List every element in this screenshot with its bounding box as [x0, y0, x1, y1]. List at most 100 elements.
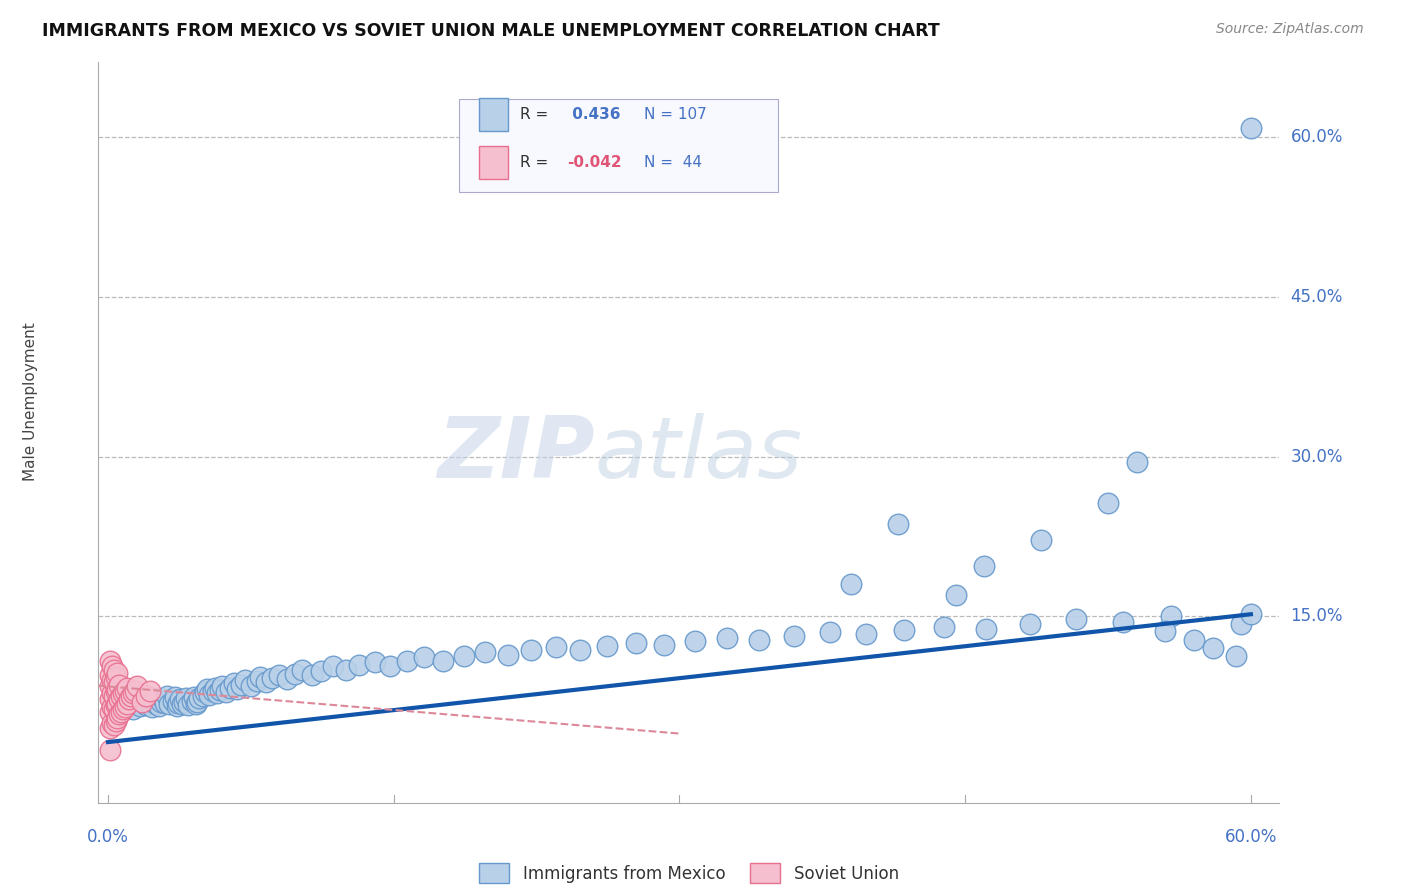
Point: [103, 663, 125, 677]
Point: [474, 644, 496, 658]
Point: [596, 639, 619, 653]
Point: [103, 702, 125, 716]
Point: [194, 685, 217, 699]
Point: [1112, 615, 1135, 629]
Point: [114, 684, 136, 698]
Point: [201, 684, 224, 698]
Point: [135, 690, 157, 704]
Point: [108, 692, 131, 706]
Point: [173, 695, 195, 709]
Text: 60.0%: 60.0%: [1225, 828, 1277, 846]
Text: N = 107: N = 107: [644, 107, 707, 122]
Point: [624, 636, 647, 650]
Text: atlas: atlas: [595, 413, 803, 496]
Point: [183, 690, 205, 705]
Point: [395, 654, 418, 668]
Text: R =: R =: [520, 155, 548, 170]
Point: [652, 638, 675, 652]
Point: [1019, 616, 1042, 631]
Point: [284, 666, 307, 681]
Point: [209, 682, 232, 697]
Point: [103, 718, 125, 732]
Point: [1160, 609, 1182, 624]
Point: [818, 625, 841, 640]
Point: [104, 714, 127, 728]
Text: ZIP: ZIP: [437, 413, 595, 496]
Point: [222, 676, 245, 690]
Point: [121, 702, 143, 716]
Point: [934, 620, 956, 634]
Text: Source: ZipAtlas.com: Source: ZipAtlas.com: [1216, 22, 1364, 37]
Point: [142, 693, 165, 707]
Point: [973, 559, 995, 574]
Text: 15.0%: 15.0%: [1291, 607, 1343, 625]
Point: [413, 649, 436, 664]
Point: [544, 640, 567, 655]
Text: 30.0%: 30.0%: [1291, 448, 1343, 466]
Point: [98, 705, 121, 719]
Point: [156, 690, 179, 704]
Point: [1097, 496, 1119, 510]
Point: [378, 659, 401, 673]
Point: [269, 668, 291, 682]
Point: [104, 670, 127, 684]
Point: [177, 698, 200, 712]
Text: IMMIGRANTS FROM MEXICO VS SOVIET UNION MALE UNEMPLOYMENT CORRELATION CHART: IMMIGRANTS FROM MEXICO VS SOVIET UNION M…: [42, 22, 941, 40]
Point: [112, 686, 135, 700]
Point: [163, 690, 186, 705]
Point: [945, 588, 967, 602]
Point: [107, 697, 129, 711]
Point: [152, 692, 174, 706]
Point: [136, 690, 159, 705]
Point: [108, 707, 131, 722]
Point: [124, 684, 146, 698]
Point: [157, 697, 180, 711]
Point: [150, 695, 173, 709]
Text: 0.0%: 0.0%: [87, 828, 129, 846]
Point: [115, 681, 138, 695]
Point: [453, 648, 475, 663]
Point: [104, 684, 127, 698]
Point: [215, 685, 238, 699]
Point: [172, 697, 194, 711]
Point: [166, 698, 188, 713]
Point: [260, 671, 283, 685]
Point: [301, 668, 323, 682]
Point: [107, 665, 129, 680]
Point: [100, 700, 122, 714]
Point: [115, 697, 138, 711]
Point: [141, 700, 163, 714]
Text: N =  44: N = 44: [644, 155, 702, 170]
Point: [683, 633, 706, 648]
Point: [1225, 648, 1247, 663]
Point: [169, 692, 191, 706]
Legend: Immigrants from Mexico, Soviet Union: Immigrants from Mexico, Soviet Union: [479, 863, 898, 883]
Point: [432, 654, 454, 668]
Point: [153, 696, 176, 710]
Point: [110, 690, 132, 704]
Point: [100, 659, 122, 673]
Point: [496, 648, 519, 662]
Point: [134, 696, 156, 710]
Point: [276, 672, 298, 686]
Point: [335, 663, 357, 677]
Point: [198, 688, 221, 702]
Point: [103, 675, 125, 690]
Text: R =: R =: [520, 107, 553, 122]
Point: [110, 692, 132, 706]
Point: [120, 695, 142, 709]
Point: [205, 686, 228, 700]
Point: [1154, 624, 1177, 639]
Text: -0.042: -0.042: [567, 155, 621, 170]
Point: [98, 721, 121, 735]
Point: [748, 632, 770, 647]
Point: [716, 631, 738, 645]
Point: [186, 695, 208, 709]
Point: [195, 681, 218, 696]
Point: [193, 690, 215, 704]
Point: [107, 697, 129, 711]
Point: [1125, 455, 1147, 469]
Point: [974, 622, 997, 636]
Point: [893, 624, 915, 638]
Point: [98, 668, 121, 682]
